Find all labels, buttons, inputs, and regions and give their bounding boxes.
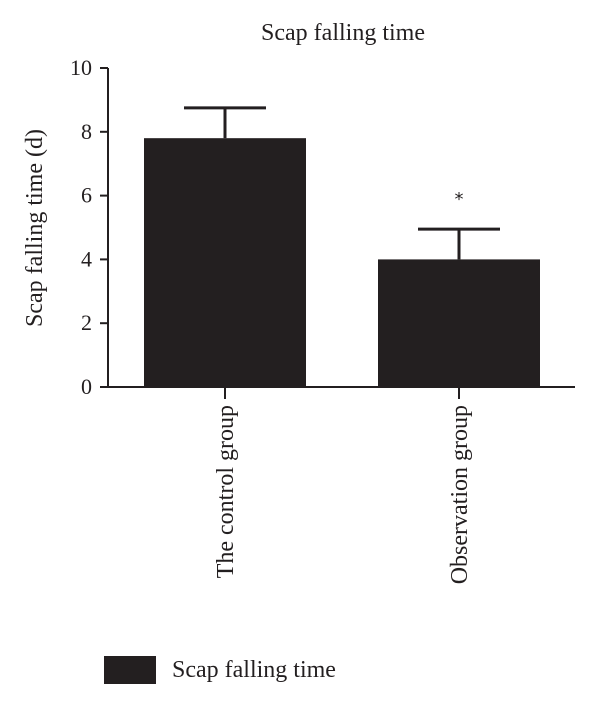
y-tick-label-2: 2 <box>81 310 92 335</box>
legend-swatch <box>104 656 156 684</box>
y-tick-label-4: 4 <box>81 246 92 271</box>
y-tick-label-10: 10 <box>70 55 92 80</box>
y-tick-label-0: 0 <box>81 374 92 399</box>
y-axis-label: Scap falling time (d) <box>22 129 48 327</box>
significance-mark-1: * <box>455 189 464 210</box>
y-tick-label-6: 6 <box>81 183 92 208</box>
plot-area: 0 2 4 6 8 10 The control group * Observation gro… <box>70 55 575 584</box>
legend-label: Scap falling time <box>172 657 336 683</box>
bar-0 <box>144 138 306 387</box>
y-tick-label-8: 8 <box>81 119 92 144</box>
chart-title: Scap falling time <box>261 20 425 46</box>
x-tick-label-1: Observation group <box>447 405 473 584</box>
x-tick-label-0: The control group <box>213 405 239 578</box>
bar-1 <box>378 259 540 387</box>
legend: Scap falling time <box>104 656 336 684</box>
